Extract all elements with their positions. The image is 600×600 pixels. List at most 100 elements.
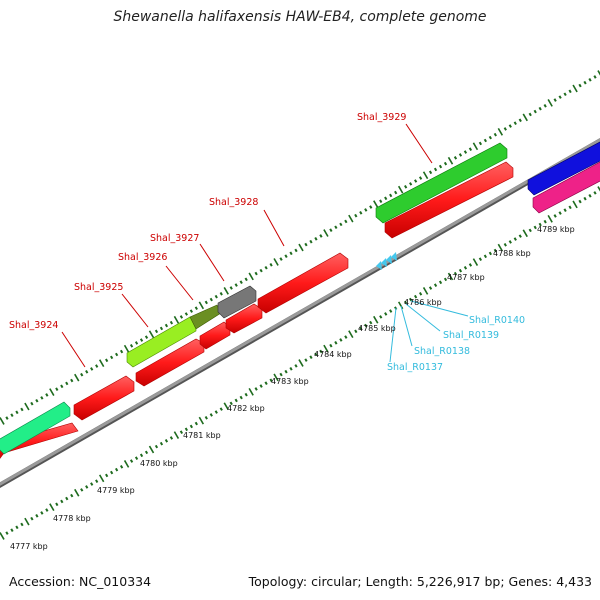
major-tick — [348, 214, 354, 223]
minor-tick — [169, 320, 174, 325]
minor-tick — [234, 398, 238, 403]
gene-label[interactable]: Shal_3929 — [357, 112, 406, 123]
minor-tick — [154, 444, 159, 449]
minor-tick — [538, 222, 542, 227]
kbp-label: 4785 kbp — [358, 324, 396, 333]
kbp-label: 4787 kbp — [447, 273, 485, 282]
minor-tick — [65, 496, 69, 501]
minor-tick — [334, 341, 338, 345]
minor-tick — [85, 370, 89, 374]
cds-feature[interactable] — [73, 375, 135, 421]
minor-tick — [433, 167, 438, 172]
rna-label[interactable]: Shal_R0139 — [443, 330, 499, 341]
minor-tick — [184, 312, 189, 316]
gene-label[interactable]: Shal_3927 — [150, 233, 199, 244]
major-tick — [323, 344, 329, 353]
minor-tick — [279, 372, 283, 377]
map-title: Shewanella halifaxensis HAW-EB4, complet… — [113, 9, 487, 25]
minor-tick — [359, 211, 363, 215]
minor-tick — [588, 77, 592, 82]
minor-tick — [214, 294, 218, 299]
genome-summary-text: Topology: circular; Length: 5,226,917 bp… — [248, 574, 592, 589]
minor-tick — [139, 453, 144, 458]
minor-tick — [568, 89, 572, 94]
rna-label[interactable]: Shal_R0138 — [414, 346, 470, 357]
minor-tick — [359, 326, 363, 331]
major-tick — [522, 113, 528, 122]
major-tick — [74, 488, 80, 497]
trna-arrow-icon — [376, 261, 382, 270]
minor-tick — [40, 511, 44, 515]
minor-tick — [269, 378, 273, 383]
minor-tick — [453, 271, 458, 276]
minor-tick — [483, 138, 488, 143]
minor-tick — [443, 277, 448, 282]
minor-tick — [413, 294, 418, 299]
minor-tick — [95, 364, 99, 368]
gene-label[interactable]: Shal_3928 — [209, 197, 258, 208]
major-tick — [472, 142, 479, 151]
minor-tick — [344, 219, 348, 224]
minor-tick — [60, 384, 64, 389]
cds-feature[interactable] — [257, 252, 349, 314]
kbp-labels: 4777 kbp 4778 kbp 4779 kbp 4780 kbp 4781… — [10, 225, 575, 551]
backbone — [0, 137, 600, 489]
rna-label[interactable]: Shal_R0137 — [387, 362, 443, 373]
minor-tick — [563, 208, 567, 212]
minor-tick — [334, 225, 338, 230]
minor-tick — [478, 257, 483, 261]
minor-tick — [389, 309, 393, 313]
minor-tick — [194, 306, 198, 311]
color-feature-track — [0, 141, 600, 455]
minor-tick — [309, 239, 313, 244]
major-tick — [373, 200, 379, 208]
cds-feature[interactable] — [199, 321, 231, 350]
cds-feature[interactable] — [0, 422, 79, 461]
major-tick — [497, 127, 504, 136]
cds-feature[interactable] — [532, 161, 600, 214]
major-tick — [572, 200, 578, 209]
minor-tick — [379, 199, 383, 204]
cds-feature[interactable] — [527, 141, 600, 196]
minor-tick — [214, 410, 218, 414]
minor-tick — [394, 190, 398, 195]
major-tick — [422, 171, 429, 180]
minor-tick — [35, 514, 39, 518]
minor-tick — [189, 424, 193, 429]
cds-feature[interactable] — [217, 285, 257, 319]
cds-feature[interactable] — [135, 338, 205, 387]
minor-tick — [164, 439, 169, 443]
cds-feature[interactable] — [375, 142, 508, 224]
major-tick — [148, 330, 155, 339]
rna-label[interactable]: Shal_R0140 — [469, 315, 525, 326]
minor-tick — [538, 106, 542, 111]
major-tick — [198, 301, 205, 310]
major-tick — [74, 373, 80, 382]
gene-label[interactable]: Shal_3925 — [74, 282, 123, 293]
minor-tick — [583, 80, 587, 85]
minor-tick — [384, 312, 388, 316]
minor-tick — [105, 358, 109, 363]
cds-feature[interactable] — [0, 401, 71, 455]
kbp-label: 4788 kbp — [493, 249, 531, 258]
minor-tick — [119, 465, 124, 469]
gene-label[interactable]: Shal_3926 — [118, 252, 167, 263]
minor-tick — [533, 109, 537, 114]
trna-cluster[interactable] — [376, 252, 397, 270]
minor-tick — [259, 268, 263, 273]
minor-tick — [458, 268, 463, 273]
minor-tick — [70, 378, 74, 383]
cds-feature[interactable] — [384, 161, 514, 239]
minor-tick — [289, 366, 293, 371]
minor-tick — [134, 456, 139, 460]
minor-tick — [15, 525, 19, 530]
minor-tick — [543, 104, 547, 108]
gene-label[interactable]: Shal_3924 — [9, 320, 58, 331]
minor-tick — [179, 315, 184, 319]
minor-tick — [438, 280, 443, 285]
minor-tick — [483, 254, 488, 259]
cds-feature[interactable] — [225, 303, 263, 334]
cds-feature[interactable] — [189, 304, 222, 330]
major-tick — [323, 229, 329, 237]
minor-tick — [114, 352, 119, 357]
